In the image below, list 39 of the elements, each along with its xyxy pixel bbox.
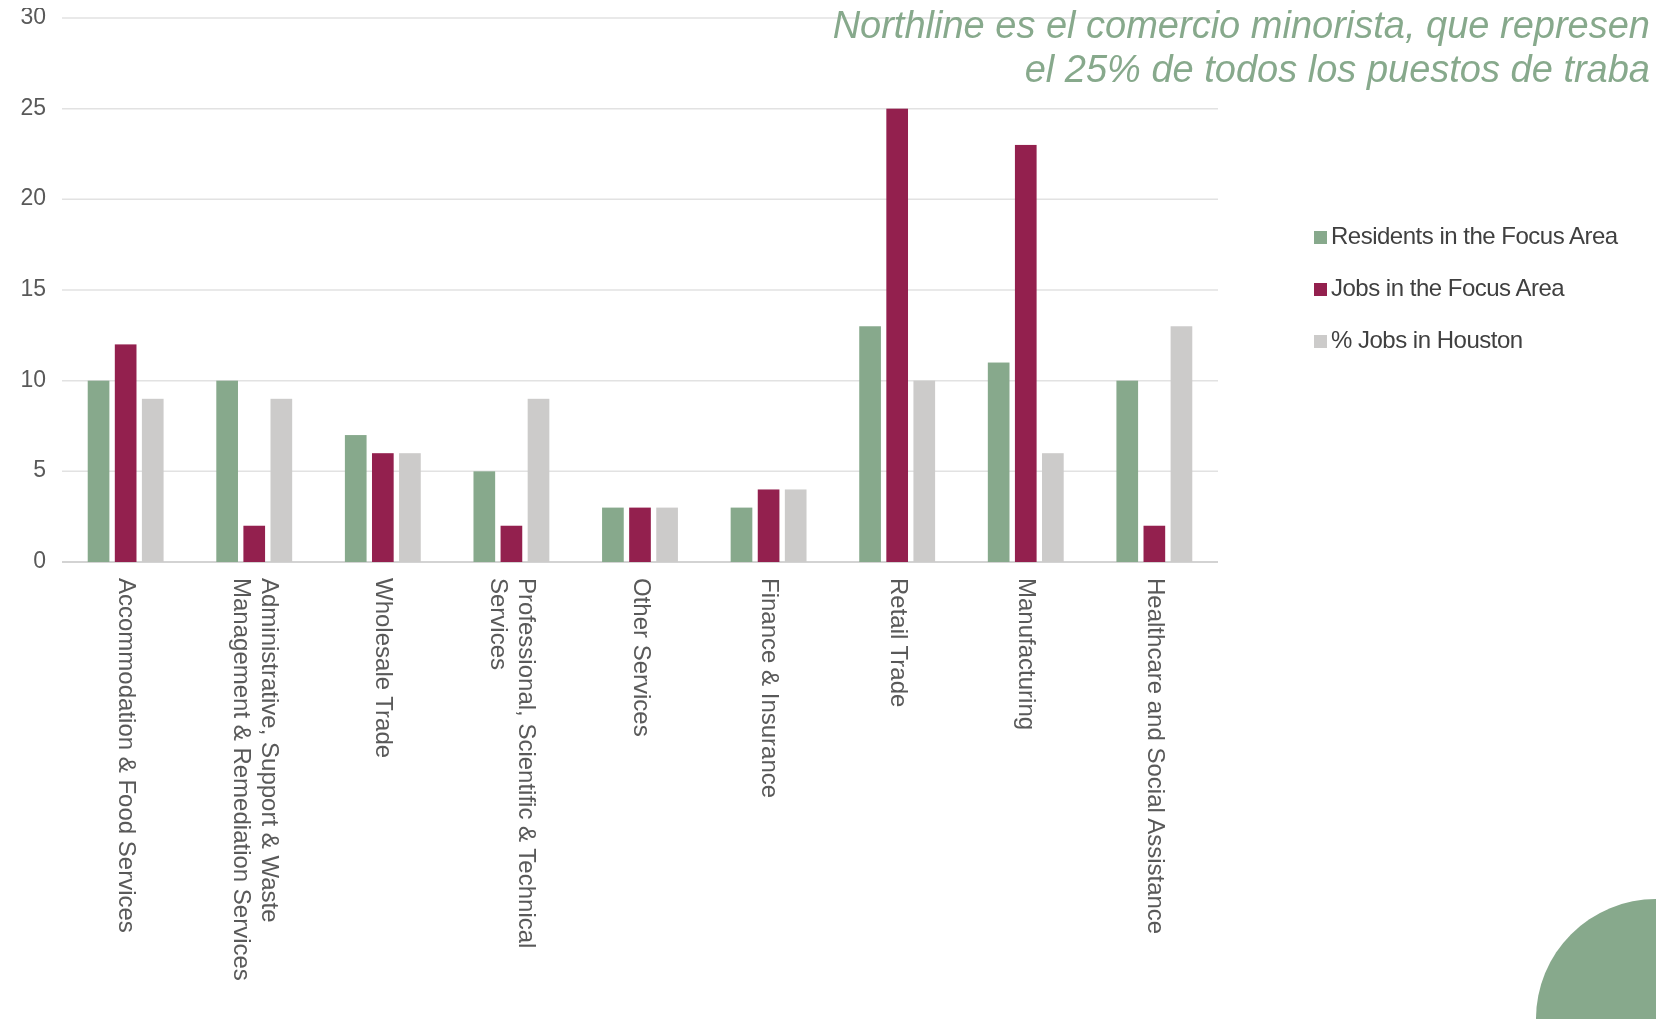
bar <box>757 489 780 562</box>
legend-label: % Jobs in Houston <box>1331 326 1523 354</box>
x-tick-label: Manufacturing <box>1014 578 1042 731</box>
y-tick-label: 20 <box>20 184 46 211</box>
x-tick-label: Retail Trade <box>885 578 913 708</box>
bar <box>859 326 881 562</box>
bar <box>371 453 394 562</box>
bar <box>602 507 624 562</box>
x-tick-label: Other Services <box>628 578 656 737</box>
bar <box>344 435 367 562</box>
legend-label: Jobs in the Focus Area <box>1331 274 1566 302</box>
legend-label: Residents in the Focus Area <box>1331 222 1619 250</box>
y-tick-label: 10 <box>20 365 46 392</box>
bar <box>886 108 909 562</box>
x-tick-label: Healthcare and Social Assistance <box>1143 578 1171 935</box>
x-tick-label: Wholesale Trade <box>371 578 399 759</box>
y-tick-label: 30 <box>20 3 46 30</box>
annotation: el 25% de todos los puestos de traba <box>1024 48 1650 90</box>
bar <box>1116 380 1139 562</box>
bar <box>243 525 266 562</box>
y-tick-label: 5 <box>33 456 46 483</box>
bar <box>87 380 110 562</box>
bar <box>500 525 523 562</box>
annotation: Northline es el comercio minorista, que represen <box>832 4 1650 46</box>
y-tick-label: 25 <box>20 93 46 120</box>
x-tick-label: Finance & Insurance <box>757 578 785 799</box>
bar <box>473 471 496 562</box>
y-tick-label: 0 <box>33 547 46 574</box>
x-tick-label: Professional, Scientific & Technical Services <box>486 578 542 949</box>
bar <box>1014 144 1037 562</box>
bar <box>730 507 753 562</box>
x-tick-label: Administrative, Support & Waste Management & Remediation Services <box>228 578 284 981</box>
bar <box>216 380 238 562</box>
bar <box>987 362 1010 562</box>
x-tick-label: Accommodation & Food Services <box>114 578 142 933</box>
bar <box>629 507 651 562</box>
y-tick-label: 15 <box>20 275 46 302</box>
bar <box>1143 525 1166 562</box>
bar <box>114 344 137 562</box>
